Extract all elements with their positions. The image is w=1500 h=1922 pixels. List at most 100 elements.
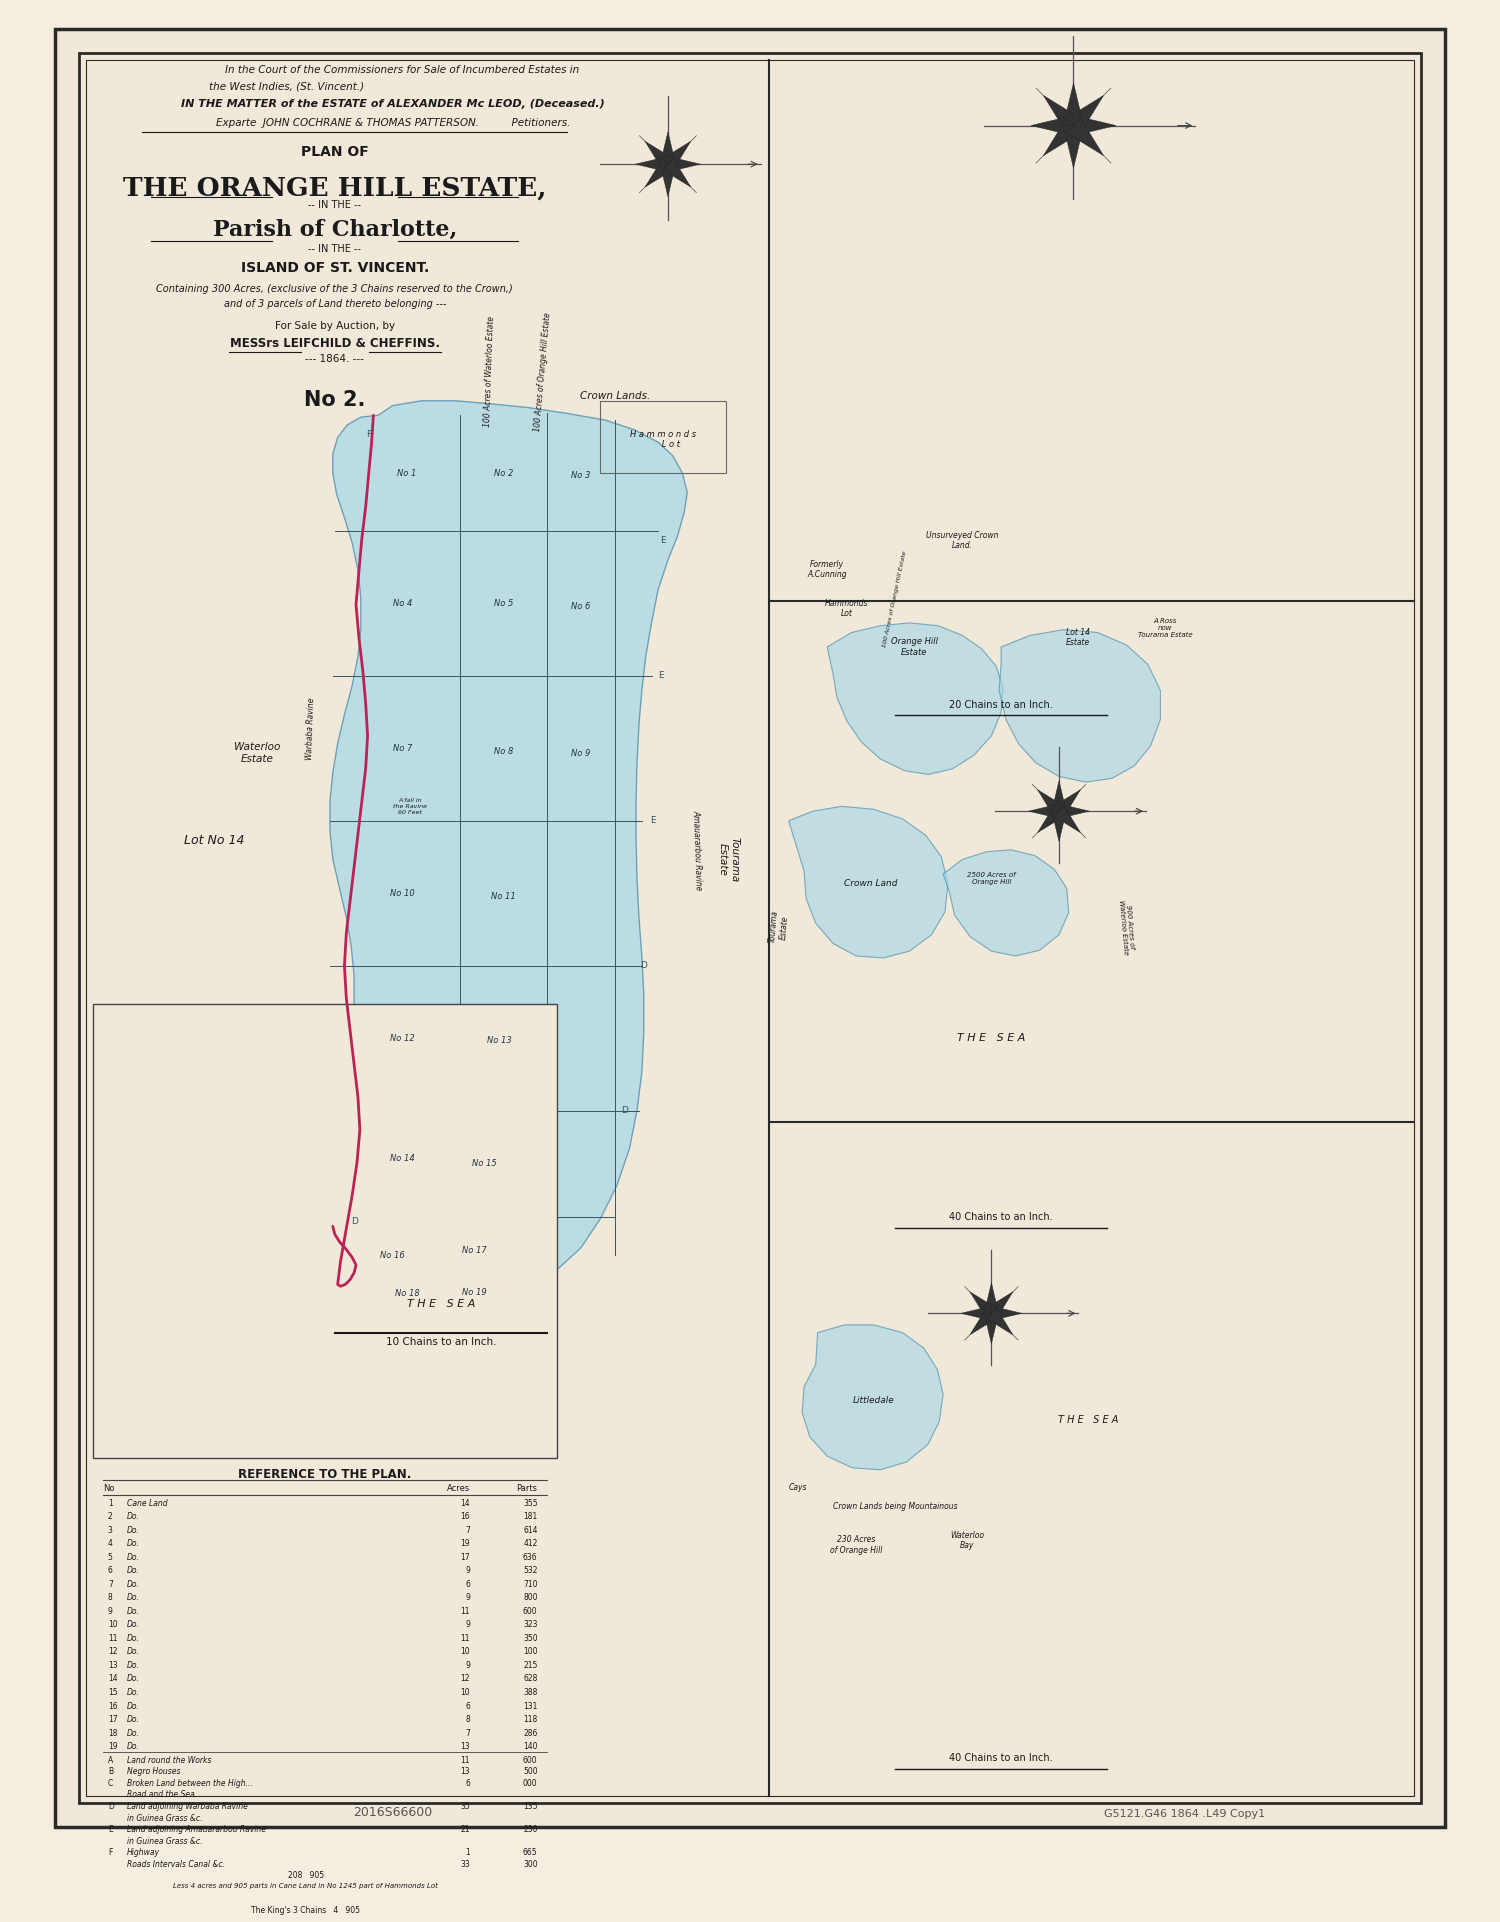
- Polygon shape: [1044, 119, 1080, 156]
- Text: Do.: Do.: [128, 1526, 140, 1536]
- Text: Exparte  JOHN COCHRANE & THOMAS PATTERSON.          Petitioners.: Exparte JOHN COCHRANE & THOMAS PATTERSON…: [216, 117, 570, 127]
- Text: Waterloo
Bay: Waterloo Bay: [951, 1530, 984, 1549]
- Text: Acres: Acres: [447, 1484, 470, 1493]
- Polygon shape: [1064, 83, 1083, 125]
- Text: and of 3 parcels of Land thereto belonging ---: and of 3 parcels of Land thereto belongi…: [224, 300, 446, 309]
- Text: THE ORANGE HILL ESTATE,: THE ORANGE HILL ESTATE,: [123, 175, 546, 200]
- Text: 208   905: 208 905: [288, 1872, 324, 1880]
- Text: No 9: No 9: [572, 750, 591, 757]
- Text: Do.: Do.: [128, 1620, 140, 1630]
- Text: in Guinea Grass &c.: in Guinea Grass &c.: [128, 1814, 202, 1822]
- Text: 135: 135: [524, 1803, 537, 1811]
- Text: Orange Hill
Estate: Orange Hill Estate: [891, 638, 938, 657]
- Text: 000: 000: [524, 1778, 537, 1787]
- Text: 140: 140: [524, 1741, 537, 1751]
- Text: Lot 14
Estate: Lot 14 Estate: [1066, 628, 1090, 648]
- Text: Less 4 acres and 905 parts in Cane Land in No 1245 part of Hammonds Lot: Less 4 acres and 905 parts in Cane Land …: [174, 1884, 438, 1889]
- Text: 6: 6: [465, 1701, 470, 1711]
- Text: -- IN THE --: -- IN THE --: [309, 200, 362, 209]
- Text: No 10: No 10: [390, 888, 414, 898]
- Polygon shape: [984, 1282, 999, 1313]
- Text: REFERENCE TO THE PLAN.: REFERENCE TO THE PLAN.: [238, 1468, 412, 1480]
- Text: Amauararbou Ravine: Amauararbou Ravine: [692, 809, 703, 890]
- Text: No 19: No 19: [462, 1288, 488, 1297]
- Text: 800: 800: [524, 1593, 537, 1603]
- Text: 9: 9: [465, 1620, 470, 1630]
- Text: Do.: Do.: [128, 1701, 140, 1711]
- Text: No 3: No 3: [572, 471, 591, 480]
- Text: A Ross
now
Tourama Estate: A Ross now Tourama Estate: [1138, 617, 1192, 638]
- Text: 532: 532: [524, 1566, 537, 1576]
- Text: 40 Chains to an Inch.: 40 Chains to an Inch.: [950, 1753, 1053, 1762]
- Text: C: C: [108, 1778, 112, 1787]
- Text: 131: 131: [524, 1701, 537, 1711]
- Text: In the Court of the Commissioners for Sale of Incumbered Estates in: In the Court of the Commissioners for Sa…: [225, 65, 579, 75]
- Polygon shape: [984, 1313, 999, 1343]
- Polygon shape: [1054, 805, 1080, 832]
- Polygon shape: [1059, 803, 1089, 819]
- Text: D: D: [351, 1217, 357, 1226]
- Text: 15: 15: [108, 1688, 117, 1697]
- Text: Do.: Do.: [128, 1513, 140, 1520]
- Text: Do.: Do.: [128, 1728, 140, 1737]
- Text: Crown Land: Crown Land: [844, 878, 897, 888]
- Text: D: D: [640, 961, 646, 971]
- Text: 14: 14: [460, 1499, 470, 1507]
- Text: Land adjoining Warbaba Ravine: Land adjoining Warbaba Ravine: [128, 1803, 248, 1811]
- Text: E: E: [660, 536, 666, 546]
- Text: Cane Land: Cane Land: [128, 1499, 168, 1507]
- Text: No 14: No 14: [390, 1155, 414, 1163]
- Text: T H E   S E A: T H E S E A: [957, 1034, 1026, 1044]
- Polygon shape: [1029, 803, 1059, 819]
- Text: 118: 118: [524, 1714, 537, 1724]
- Polygon shape: [1038, 805, 1064, 832]
- Text: No 13: No 13: [486, 1036, 512, 1046]
- Text: Do.: Do.: [128, 1714, 140, 1724]
- Text: T H E   S E A: T H E S E A: [406, 1299, 476, 1309]
- Polygon shape: [789, 807, 948, 957]
- Text: 10: 10: [460, 1647, 470, 1657]
- Text: No 7: No 7: [393, 744, 412, 753]
- Text: 9: 9: [465, 1593, 470, 1603]
- Text: 5: 5: [108, 1553, 112, 1563]
- Text: 9: 9: [465, 1566, 470, 1576]
- Text: 300: 300: [524, 1860, 537, 1868]
- Text: 350: 350: [524, 1634, 537, 1643]
- Text: The King's 3 Chains   4   905: The King's 3 Chains 4 905: [252, 1907, 360, 1914]
- Text: 12: 12: [108, 1647, 117, 1657]
- Text: Highway: Highway: [128, 1849, 160, 1857]
- Text: 614: 614: [524, 1526, 537, 1536]
- Polygon shape: [645, 160, 674, 186]
- Bar: [600, 402, 726, 473]
- Polygon shape: [1052, 811, 1066, 842]
- Text: 628: 628: [524, 1674, 537, 1684]
- Text: No 15: No 15: [472, 1159, 496, 1169]
- Text: Tourama
Estate: Tourama Estate: [768, 909, 790, 944]
- Text: Do.: Do.: [128, 1580, 140, 1589]
- Text: 10: 10: [108, 1620, 117, 1630]
- Text: 8: 8: [108, 1593, 112, 1603]
- Polygon shape: [992, 1307, 1022, 1320]
- Text: Negro Houses: Negro Houses: [128, 1766, 180, 1776]
- Text: 100 Acres of Orange Hill Estate: 100 Acres of Orange Hill Estate: [532, 311, 552, 432]
- Text: 11: 11: [460, 1755, 470, 1764]
- Text: 11: 11: [460, 1607, 470, 1616]
- Text: 6: 6: [465, 1778, 470, 1787]
- Text: 600: 600: [524, 1607, 537, 1616]
- Text: 2: 2: [108, 1513, 112, 1520]
- Text: 6: 6: [108, 1566, 112, 1576]
- Polygon shape: [1074, 115, 1116, 136]
- Text: No 1: No 1: [398, 469, 417, 479]
- Text: Unsurveyed Crown
Land.: Unsurveyed Crown Land.: [926, 530, 999, 550]
- Text: 20 Chains to an Inch.: 20 Chains to an Inch.: [950, 700, 1053, 709]
- Text: 6: 6: [465, 1580, 470, 1589]
- Text: 2016S66600: 2016S66600: [352, 1807, 432, 1820]
- Polygon shape: [660, 163, 675, 196]
- Text: 11: 11: [460, 1634, 470, 1643]
- Text: 16: 16: [108, 1701, 117, 1711]
- Text: 3: 3: [108, 1526, 112, 1536]
- Polygon shape: [828, 623, 1004, 775]
- Text: -- IN THE --: -- IN THE --: [309, 244, 362, 254]
- Text: 7: 7: [465, 1526, 470, 1536]
- Text: H a m m o n d s
      L o t: H a m m o n d s L o t: [630, 431, 696, 450]
